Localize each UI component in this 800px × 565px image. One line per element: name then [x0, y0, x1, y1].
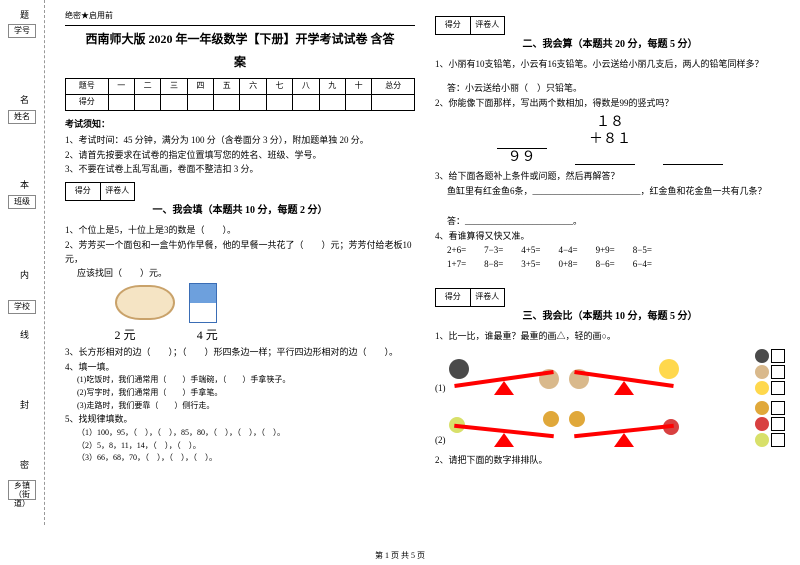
side-mark-5: 封: [18, 400, 31, 409]
price-row: 2 元 4 元: [65, 326, 415, 345]
q2-3a: 3、给下面各题补上条件或问题，然后再解答？: [435, 169, 785, 183]
q2-1b: 答：小云送给小丽（ ）只铅笔。: [435, 81, 785, 95]
bread-price: 2 元: [85, 326, 165, 345]
milk-icon: [189, 283, 217, 323]
panda-mini-icon: [755, 349, 769, 363]
section2-title: 二、我会算（本题共 20 分，每题 5 分）: [435, 37, 785, 53]
q2-3b: 鱼缸里有红金鱼6条，________________________，红金鱼和花…: [435, 184, 785, 198]
q2-3c: 答：________________________。: [435, 214, 785, 228]
add-sum: ９９: [508, 149, 536, 165]
page-footer: 第 1 页 共 5 页: [0, 550, 800, 561]
sidebar-field-name: 姓名: [8, 110, 36, 124]
left-column: 绝密★启用前 西南师大版 2020 年一年级数学【下册】开学考试试卷 含答 案 …: [55, 10, 425, 530]
row-label-1: (1): [435, 381, 449, 395]
answer-boxes-1: [755, 349, 785, 395]
strawberry-mini-icon: [755, 417, 769, 431]
notice-2: 2、请首先按要求在试卷的指定位置填写您的姓名、班级、学号。: [65, 148, 415, 162]
answer-box[interactable]: [771, 349, 785, 363]
score-header-row: 题号 一 二 三 四 五 六 七 八 九 十 总分: [66, 79, 415, 95]
q2-4: 4、看谁算得又快又准。: [435, 229, 785, 243]
q1-5-1: （1）100，95，（ ），（ ），85，80，（ ），（ ），（ ）。: [65, 427, 415, 440]
q1-5-2: （2）5，8，11，14，（ ），（ ）。: [65, 440, 415, 453]
secrecy-tag: 绝密★启用前: [65, 10, 415, 23]
q1-4-1: (1)吃饭时，我们通常用（ ）手端碗，（ ）手拿筷子。: [65, 374, 415, 387]
q1-4: 4、填一填。: [65, 360, 415, 374]
q1-2a: 2、芳芳买一个面包和一盒牛奶作早餐，他的早餐一共花了（ ）元；芳芳付给老板10元…: [65, 238, 415, 267]
q1-4-2: (2)写字时，我们通常用（ ）手拿笔。: [65, 387, 415, 400]
pear-mini-icon: [755, 433, 769, 447]
q1-4-3: (3)走路时，我们要靠（ ）侧行走。: [65, 400, 415, 413]
exam-title: 西南师大版 2020 年一年级数学【下册】开学考试试卷 含答: [65, 30, 415, 49]
pineapple-mini-icon: [755, 401, 769, 415]
seesaw-2a: [449, 407, 559, 447]
seesaw-area: (1): [435, 349, 785, 447]
pineapple-icon: [543, 411, 559, 427]
side-mark-6: 密: [18, 460, 31, 469]
answer-box[interactable]: [771, 417, 785, 431]
side-mark-1: 名: [18, 95, 31, 104]
sidebar-field-class: 班级: [8, 195, 36, 209]
section-score-box-1: 得分 评卷人: [65, 182, 135, 201]
exam-title-2: 案: [65, 53, 415, 72]
q2-1a: 1、小丽有10支铅笔，小云有16支铅笔。小云送给小丽几支后，两人的铅笔同样多？: [435, 57, 785, 71]
section1-title: 一、我会填（本题共 10 分，每题 2 分）: [65, 203, 415, 219]
bread-icon: [115, 285, 175, 320]
answer-box[interactable]: [771, 381, 785, 395]
milk-price: 4 元: [167, 326, 247, 345]
q2-4-r2: 1+7= 8−8= 3+5= 0+8= 8−6= 6−4=: [435, 257, 785, 271]
answer-boxes-2: [755, 401, 785, 447]
add-top: １８: [435, 114, 785, 131]
seesaw-1a: [449, 355, 559, 395]
q3-1: 1、比一比，谁最重？最重的画△，轻的画○。: [435, 329, 785, 343]
dog-mini-icon: [755, 365, 769, 379]
side-mark-3: 内: [18, 270, 31, 279]
notice-1: 1、考试时间：45 分钟，满分为 100 分（含卷面分 3 分），附加题单独 2…: [65, 133, 415, 147]
row-label-2: (2): [435, 433, 449, 447]
blank-1: [575, 155, 635, 165]
q1-5-3: （3）66，68，70，（ ），（ ），（ ）。: [65, 452, 415, 465]
answer-box[interactable]: [771, 433, 785, 447]
section-score-box-3: 得分 评卷人: [435, 288, 505, 307]
panda-icon: [449, 359, 469, 379]
seesaw-row-1: (1): [435, 349, 785, 395]
q1-5: 5、找规律填数。: [65, 412, 415, 426]
q1-3: 3、长方形相对的边（ ）；（ ）形四条边一样；平行四边形相对的边（ ）。: [65, 345, 415, 359]
right-column: 得分 评卷人 二、我会算（本题共 20 分，每题 5 分） 1、小丽有10支铅笔…: [425, 10, 795, 530]
sidebar-field-town: 乡镇（街道）: [8, 480, 36, 500]
sidebar-field-id: 学号: [8, 24, 36, 38]
q2-4-r1: 2+6= 7−3= 4+5= 4−4= 9+9= 8−5=: [435, 243, 785, 257]
score-table: 题号 一 二 三 四 五 六 七 八 九 十 总分 得分: [65, 78, 415, 111]
notice-3: 3、不要在试卷上乱写乱画，卷面不整洁扣 3 分。: [65, 162, 415, 176]
section3-title: 三、我会比（本题共 10 分，每题 5 分）: [435, 309, 785, 325]
q2-2a: 2、你能像下面那样，写出两个数相加，得数是99的竖式吗？: [435, 96, 785, 110]
score-value-row: 得分: [66, 94, 415, 110]
side-mark-4: 线: [18, 330, 31, 339]
food-images: [65, 281, 415, 324]
seesaw-row-2: (2): [435, 401, 785, 447]
binding-sidebar: 学号 姓名 班级 学校 乡镇（街道） 题 名 本 内 线 封 密: [0, 0, 45, 525]
side-mark-2: 本: [18, 180, 31, 189]
q1-2b: 应该找回（ ）元。: [65, 266, 415, 280]
pineapple-icon-2: [569, 411, 585, 427]
section-score-box-2: 得分 评卷人: [435, 16, 505, 35]
seesaw-1b: [569, 355, 679, 395]
blank-2: [663, 155, 723, 165]
answer-box[interactable]: [771, 401, 785, 415]
notice-title: 考试须知：: [65, 117, 415, 131]
add-mid: ＋８１: [435, 131, 785, 148]
duck-icon: [659, 359, 679, 379]
addition-sample: １８ ＋８１ ９９: [435, 114, 785, 165]
side-mark-0: 题: [18, 10, 31, 19]
q3-2: 2、请把下面的数字排排队。: [435, 453, 785, 467]
q1-1: 1、个位上是5，十位上是3的数是（ ）。: [65, 223, 415, 237]
sidebar-field-school: 学校: [8, 300, 36, 314]
seesaw-2b: [569, 407, 679, 447]
page-content: 绝密★启用前 西南师大版 2020 年一年级数学【下册】开学考试试卷 含答 案 …: [55, 10, 795, 530]
duck-mini-icon: [755, 381, 769, 395]
answer-box[interactable]: [771, 365, 785, 379]
